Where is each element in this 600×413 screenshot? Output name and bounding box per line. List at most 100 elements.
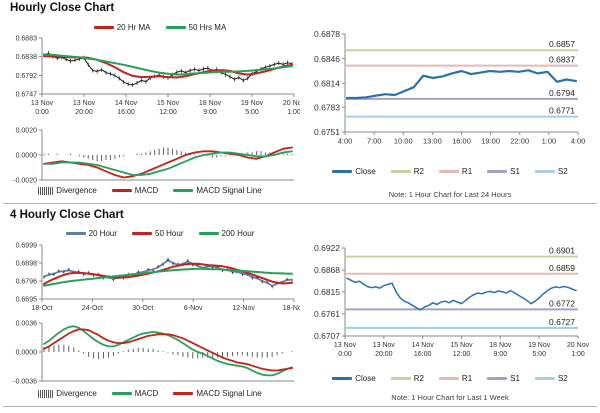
svg-text:0.6868: 0.6868 [314, 265, 340, 275]
svg-text:0.6727: 0.6727 [549, 317, 575, 327]
legend-label: Divergence [56, 389, 97, 398]
svg-text:0.6878: 0.6878 [314, 29, 340, 39]
svg-text:0.6751: 0.6751 [314, 127, 340, 137]
line-swatch-icon [173, 392, 194, 395]
svg-text:0.6846: 0.6846 [314, 54, 340, 64]
svg-text:18-Nov: 18-Nov [283, 305, 300, 312]
line-swatch-icon [93, 26, 114, 29]
line-swatch-icon [487, 377, 508, 380]
four-hourly-macd-chart-canvas: 0.0036 0.0000 -0.0036 [13, 321, 294, 386]
legend-item-200-hour: 200 Hour [198, 229, 255, 238]
svg-text:0.6792: 0.6792 [16, 73, 38, 80]
line-swatch-icon [487, 170, 508, 173]
legend-item-close: Close [332, 374, 376, 383]
sr-1week-chart-canvas: 0.6707 0.6761 0.6815 0.6868 0.6922 13 Nov 0:00… [314, 243, 590, 358]
line-swatch-icon [438, 377, 459, 380]
svg-text:7:00: 7:00 [367, 137, 382, 146]
hourly-ma-legend: 20 Hr MA 50 Hrs MA [30, 23, 290, 32]
line-swatch-icon [390, 377, 411, 380]
legend-item-50-hrs-ma: 50 Hrs MA [165, 23, 226, 32]
bottom-divider [3, 406, 597, 407]
line-swatch-icon [165, 26, 186, 29]
legend-label: S2 [557, 167, 568, 176]
legend-label: Close [355, 374, 376, 383]
line-swatch-icon [198, 232, 219, 235]
bars-swatch-icon [38, 186, 54, 195]
svg-text:4:00: 4:00 [338, 137, 353, 146]
legend-item-s2: S2 [534, 167, 568, 176]
svg-text:12-Nov: 12-Nov [232, 305, 255, 312]
legend-label: 200 Hour [221, 229, 255, 238]
svg-text:0.6796: 0.6796 [16, 279, 38, 286]
svg-text:-0.0020: -0.0020 [13, 178, 37, 185]
line-swatch-icon [173, 189, 194, 192]
svg-text:0.6999: 0.6999 [16, 243, 38, 250]
svg-text:0.6783: 0.6783 [314, 102, 340, 112]
svg-text:0.6898: 0.6898 [16, 260, 38, 267]
line-swatch-icon [111, 189, 132, 192]
legend-label: S1 [510, 167, 520, 176]
legend-item-macd-signal-line: MACD Signal Line [173, 389, 262, 398]
svg-text:18-Oct: 18-Oct [31, 305, 52, 312]
svg-text:0.6761: 0.6761 [314, 309, 340, 319]
legend-label: MACD [134, 389, 159, 398]
legend-label: MACD Signal Line [196, 389, 262, 398]
legend-item-macd-signal-line: MACD Signal Line [173, 186, 262, 195]
legend-label: R2 [413, 374, 424, 383]
svg-text:0.6747: 0.6747 [16, 92, 38, 99]
legend-item-close: Close [332, 167, 376, 176]
svg-text:24-Oct: 24-Oct [82, 305, 103, 312]
hourly-close-chart-canvas: 0.6747 0.6792 0.6838 0.6883 13 Nov 0:00 13 Nov… [16, 36, 300, 116]
sr-24h-note: Note: 1 Hour Chart for Last 24 Hours [388, 190, 512, 199]
svg-text:0.6838: 0.6838 [16, 54, 38, 61]
legend-item-20-hr-ma: 20 Hr MA [93, 23, 151, 32]
legend-item-r2: R2 [390, 167, 424, 176]
legend-item-s2: S2 [534, 374, 568, 383]
sr-1week-legend: Close R2 R1 S1 S2 [300, 374, 600, 383]
sr-1week-note: Note: 1 Hour Chart for Last 1 Week [391, 393, 509, 402]
svg-text:0.0036: 0.0036 [16, 321, 38, 328]
legend-label: R2 [413, 167, 424, 176]
line-swatch-icon [534, 170, 555, 173]
legend-item-macd: MACD [111, 389, 159, 398]
legend-label: S1 [510, 374, 520, 383]
svg-text:0.0000: 0.0000 [16, 153, 38, 160]
hourly-macd-chart-canvas: 0.0020 0.0000 -0.0020 [13, 128, 294, 185]
four-hourly-ma-legend: 20 Hour 50 Hour 200 Hour [30, 229, 290, 238]
legend-label: R1 [461, 374, 473, 383]
legend-item-macd: MACD [111, 186, 158, 195]
legend-label: R1 [461, 167, 473, 176]
svg-text:0.6837: 0.6837 [549, 55, 575, 65]
line-swatch-icon [65, 232, 86, 235]
svg-text:13:00: 13:00 [423, 137, 442, 146]
legend-item-50-hour: 50 Hour [132, 229, 184, 238]
svg-text:0.6695: 0.6695 [16, 297, 38, 304]
hourly-close-chart-title: Hourly Close Chart [10, 2, 115, 14]
legend-label: 50 Hour [155, 229, 184, 238]
line-swatch-icon [111, 392, 132, 395]
svg-text:0.6772: 0.6772 [549, 298, 575, 308]
four-hourly-macd-legend: Divergence MACD MACD Signal Line [0, 389, 300, 398]
legend-item-s1: S1 [487, 374, 520, 383]
svg-text:4:00: 4:00 [571, 137, 586, 146]
bars-swatch-icon [38, 389, 54, 398]
svg-text:-0.0036: -0.0036 [13, 379, 37, 386]
svg-text:0.6794: 0.6794 [549, 88, 575, 98]
svg-text:0.6857: 0.6857 [549, 39, 575, 49]
svg-text:22:00: 22:00 [510, 137, 529, 146]
svg-text:0.0000: 0.0000 [16, 350, 38, 357]
legend-label: 20 Hr MA [116, 23, 151, 32]
svg-text:0.6922: 0.6922 [314, 243, 340, 253]
line-swatch-icon [534, 377, 555, 380]
sr-24h-legend: Close R2 R1 S1 S2 [300, 167, 600, 176]
